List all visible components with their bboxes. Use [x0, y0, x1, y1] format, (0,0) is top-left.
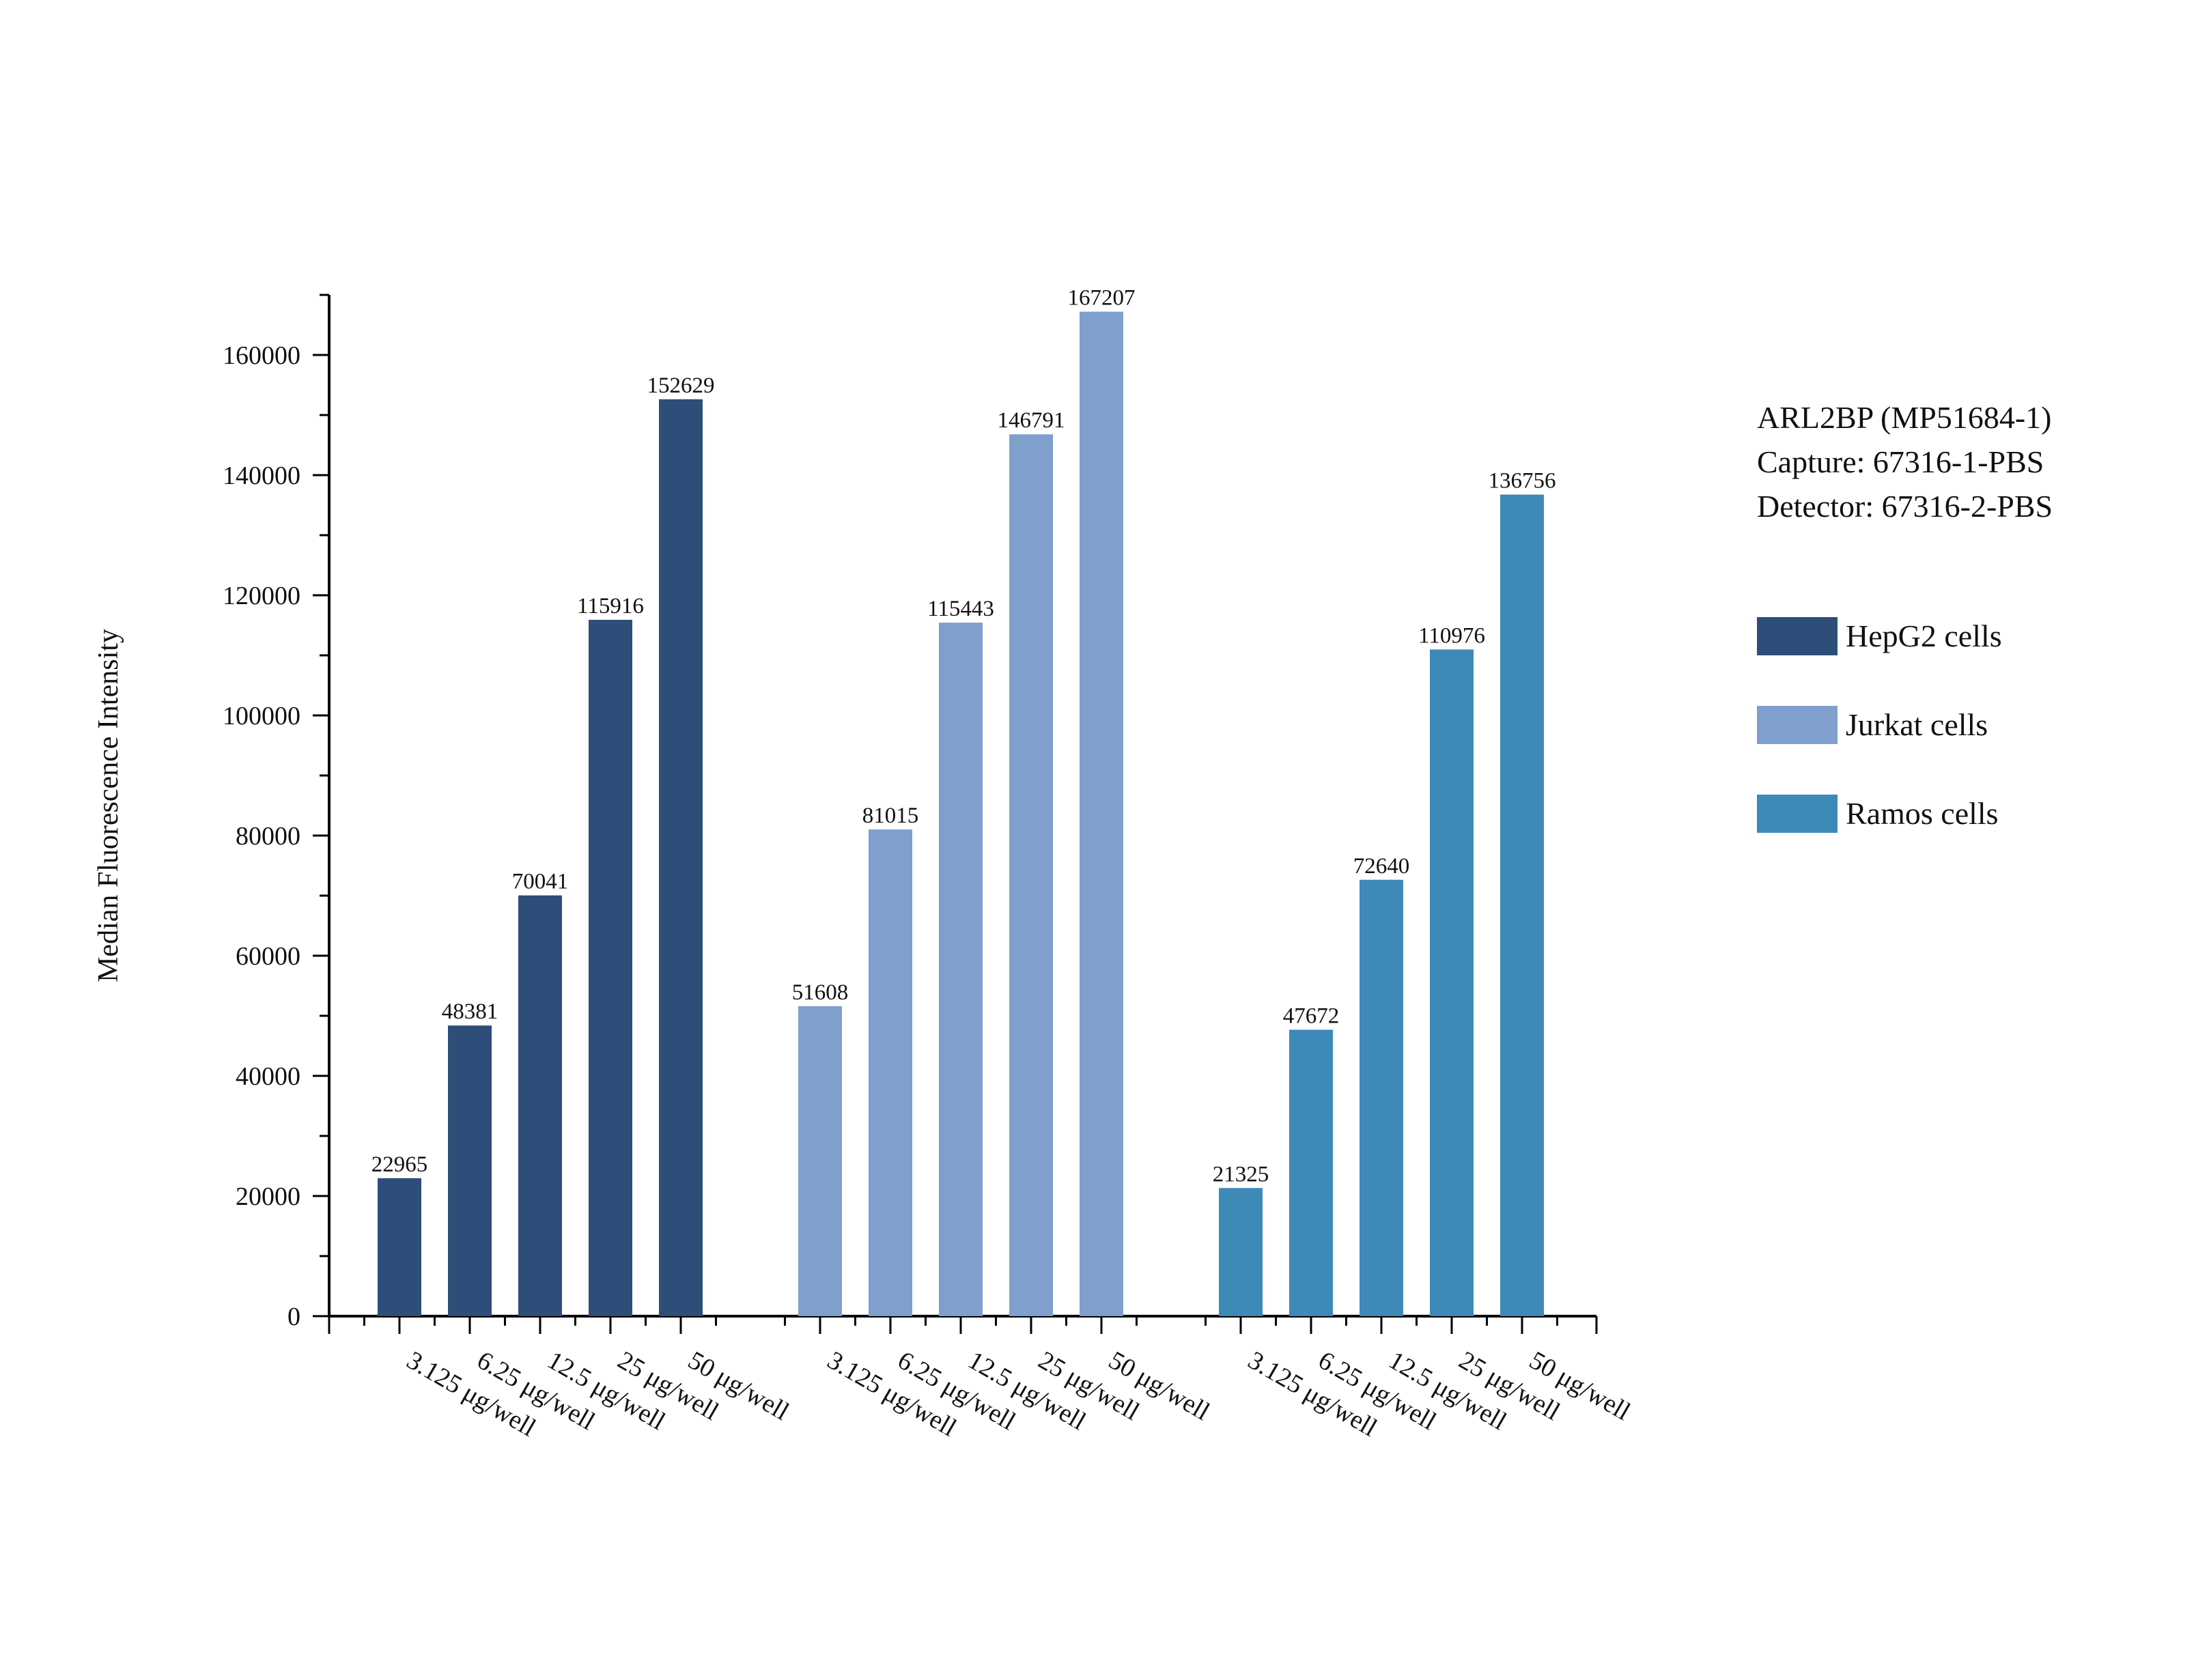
bar [798, 1006, 842, 1316]
y-tick-label: 40000 [236, 1062, 300, 1091]
bar [448, 1025, 492, 1316]
bar [1430, 649, 1474, 1316]
y-tick-label: 0 [287, 1302, 300, 1331]
bar [1360, 879, 1403, 1316]
bar [659, 399, 703, 1317]
annotation-block: ARL2BP (MP51684-1) Capture: 67316-1-PBS De… [1757, 400, 2053, 524]
data-label: 22965 [371, 1152, 428, 1177]
y-tick-label: 80000 [236, 822, 300, 851]
data-label: 167207 [1068, 286, 1136, 311]
legend-swatch [1757, 617, 1838, 655]
y-tick-label: 100000 [223, 702, 300, 730]
legend-label: Ramos cells [1846, 796, 1999, 831]
data-label: 110976 [1418, 623, 1485, 648]
y-tick-label: 120000 [223, 582, 300, 610]
y-tick-label: 20000 [236, 1182, 300, 1211]
y-tick-label: 160000 [223, 341, 300, 370]
bar [1080, 311, 1123, 1317]
legend: HepG2 cells Jurkat cells Ramos cells [1757, 617, 2002, 833]
data-label: 47672 [1283, 1003, 1340, 1028]
bar [378, 1178, 421, 1316]
bar [1009, 434, 1053, 1316]
y-tick-label: 60000 [236, 942, 300, 971]
bar [939, 623, 983, 1316]
y-axis-ticks: 0 20000 40000 60000 80000 100000 120000 140000 1… [223, 294, 329, 1331]
data-label: 152629 [647, 373, 715, 398]
data-label: 72640 [1353, 854, 1410, 879]
data-label: 81015 [862, 803, 919, 828]
y-axis-title: Median Fluorescence Intensity [93, 629, 124, 982]
bar [518, 895, 562, 1316]
bar [1219, 1188, 1263, 1316]
bar [869, 829, 912, 1316]
y-tick-label: 140000 [223, 461, 300, 490]
data-label: 115443 [927, 597, 994, 621]
annotation-line: Detector: 67316-2-PBS [1757, 489, 2053, 524]
legend-swatch [1757, 795, 1838, 833]
bar [1289, 1029, 1333, 1316]
data-label: 136756 [1489, 469, 1556, 494]
data-label: 70041 [512, 870, 569, 894]
data-labels: 22965 48381 70041 115916 152629 51608 81015 115… [371, 286, 1556, 1187]
annotation-line: ARL2BP (MP51684-1) [1757, 400, 2052, 435]
data-label: 48381 [442, 999, 498, 1024]
bars [328, 311, 1598, 1334]
data-label: 51608 [792, 980, 849, 1005]
data-label: 21325 [1213, 1162, 1269, 1186]
legend-label: HepG2 cells [1846, 618, 2002, 653]
annotation-line: Capture: 67316-1-PBS [1757, 444, 2044, 479]
bar [1500, 494, 1544, 1317]
data-label: 115916 [577, 594, 644, 618]
legend-label: Jurkat cells [1846, 707, 1988, 742]
data-label: 146791 [998, 408, 1065, 433]
legend-swatch [1757, 706, 1838, 744]
bar [589, 619, 632, 1316]
